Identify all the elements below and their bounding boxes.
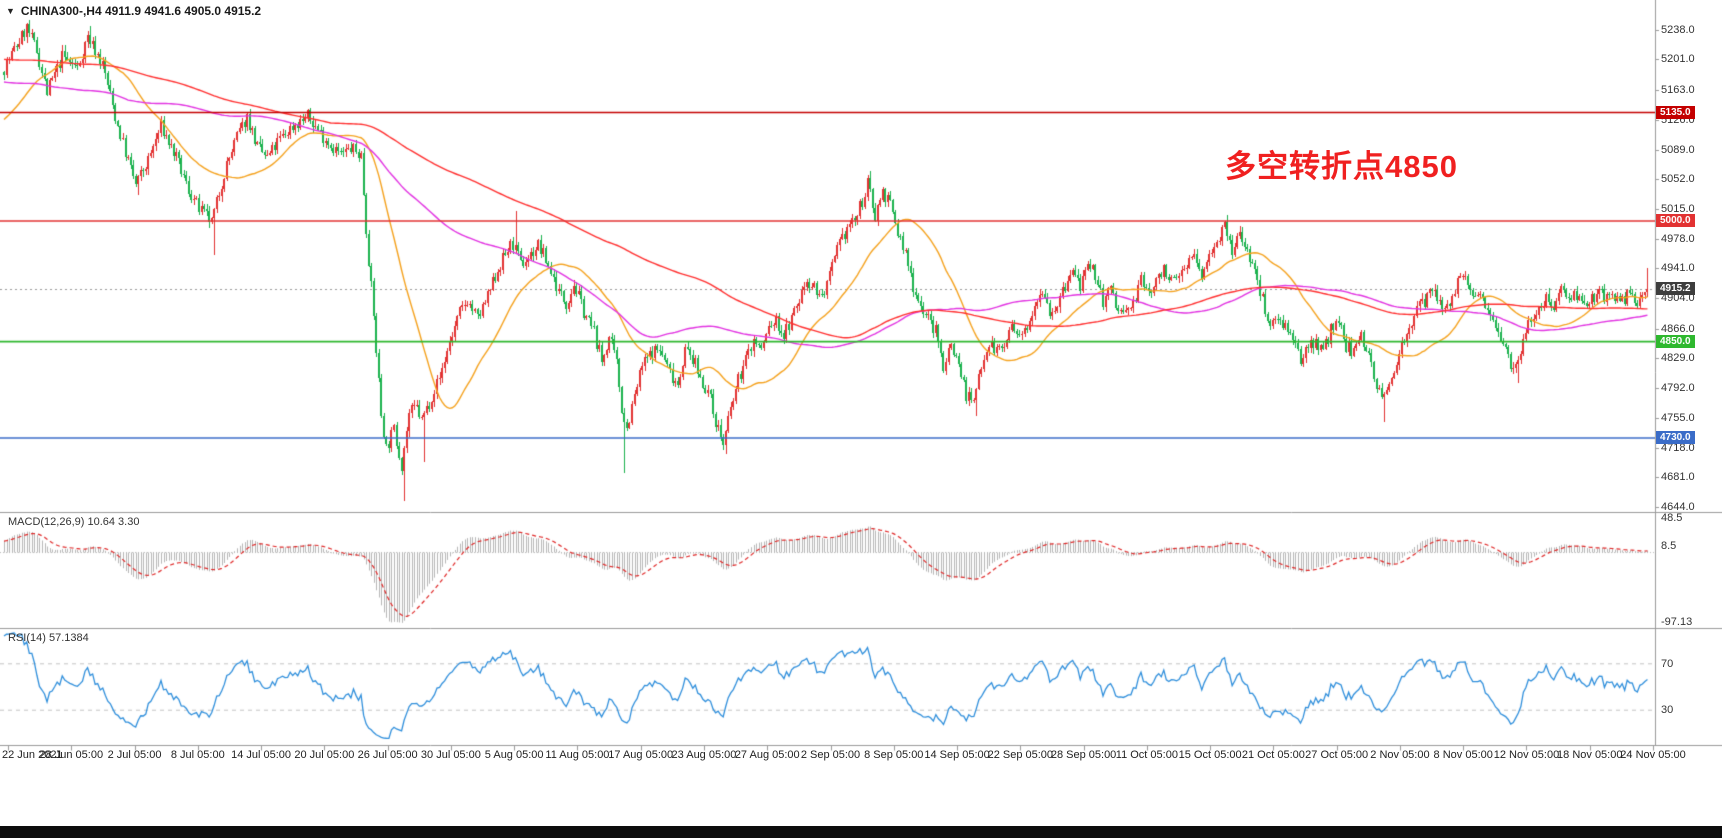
time-axis-label: 8 Nov 05:00 — [1433, 749, 1493, 761]
time-axis-label: 5 Aug 05:00 — [484, 749, 544, 761]
rsi-axis-tick: 30 — [1661, 704, 1674, 717]
price-axis-tick: 5015.0 — [1661, 202, 1695, 215]
price-axis-tick: 4681.0 — [1661, 471, 1695, 484]
price-level-tag: 5135.0 — [1656, 105, 1695, 119]
time-axis-label: 22 Jun 2021 — [2, 749, 63, 761]
time-axis-label: 2 Nov 05:00 — [1370, 749, 1430, 761]
time-axis-label: 28 Sep 05:00 — [1050, 749, 1117, 761]
current-price-tag: 4915.2 — [1656, 282, 1695, 296]
price-axis-tick: 4718.0 — [1661, 441, 1695, 454]
price-axis-tick: 4792.0 — [1661, 382, 1695, 395]
time-axis-label: 2 Sep 05:00 — [800, 749, 861, 761]
price-axis-tick: 5089.0 — [1661, 143, 1695, 156]
price-axis-tick: 5238.0 — [1661, 23, 1695, 36]
time-axis-label: 23 Aug 05:00 — [671, 749, 737, 761]
time-axis-label: 12 Nov 05:00 — [1493, 749, 1560, 761]
chart-dropdown-icon[interactable]: ▼ — [6, 5, 15, 16]
time-axis-label: 22 Sep 05:00 — [987, 749, 1054, 761]
macd-axis-tick: -97.13 — [1661, 616, 1693, 629]
time-axis-label: 15 Oct 05:00 — [1178, 749, 1242, 761]
time-axis-label: 30 Jul 05:00 — [420, 749, 481, 761]
price-level-tag: 4730.0 — [1656, 431, 1695, 445]
price-axis-tick: 4978.0 — [1661, 232, 1695, 245]
time-axis-label: 21 Oct 05:00 — [1241, 749, 1305, 761]
time-axis-label: 2 Jul 05:00 — [107, 749, 162, 761]
price-axis-tick: 4829.0 — [1661, 352, 1695, 365]
price-axis-tick: 4904.0 — [1661, 292, 1695, 305]
time-axis-label: 14 Jul 05:00 — [231, 749, 292, 761]
annotation-text: 多空转折点4850 — [1225, 149, 1458, 184]
time-axis-label: 18 Nov 05:00 — [1557, 749, 1623, 761]
time-axis-label: 20 Jul 05:00 — [294, 749, 355, 761]
price-axis-tick: 5052.0 — [1661, 173, 1695, 186]
symbol-ohlc-text: CHINA300-,H4 4911.9 4941.6 4905.0 4915.2 — [20, 4, 262, 18]
time-axis-label: 27 Oct 05:00 — [1305, 749, 1369, 761]
bottom-strip — [0, 826, 1722, 838]
time-axis-label: 8 Jul 05:00 — [170, 749, 225, 761]
price-axis-tick: 5201.0 — [1661, 53, 1695, 66]
time-axis-label: 14 Sep 05:00 — [924, 749, 990, 761]
time-axis-label: 8 Sep 05:00 — [864, 749, 924, 761]
rsi-axis-tick: 70 — [1661, 657, 1674, 670]
time-axis-label: 28 Jun 05:00 — [39, 749, 104, 761]
price-axis-tick: 4644.0 — [1661, 501, 1695, 514]
symbol-info: ▼ CHINA300-,H4 4911.9 4941.6 4905.0 4915… — [6, 4, 261, 18]
time-axis-label: 24 Nov 05:00 — [1620, 749, 1686, 761]
price-level-tag: 4850.0 — [1656, 334, 1695, 348]
price-axis-tick: 5163.0 — [1661, 84, 1695, 97]
price-axis-tick: 4866.0 — [1661, 322, 1695, 335]
price-axis-tick: 4755.0 — [1661, 411, 1695, 424]
macd-axis-tick: 48.5 — [1661, 511, 1683, 524]
rsi-label: RSI(14) 57.1384 — [8, 632, 89, 644]
time-axis-label: 26 Jul 05:00 — [357, 749, 418, 761]
time-axis-label: 17 Aug 05:00 — [608, 749, 674, 761]
macd-label: MACD(12,26,9) 10.64 3.30 — [8, 516, 140, 528]
macd-axis-tick: 8.5 — [1661, 540, 1677, 553]
price-level-tag: 5000.0 — [1656, 214, 1695, 228]
time-axis-label: 27 Aug 05:00 — [734, 749, 800, 761]
time-axis-label: 11 Aug 05:00 — [545, 749, 610, 761]
price-axis-tick: 4941.0 — [1661, 262, 1695, 275]
time-axis-label: 11 Oct 05:00 — [1115, 749, 1178, 761]
